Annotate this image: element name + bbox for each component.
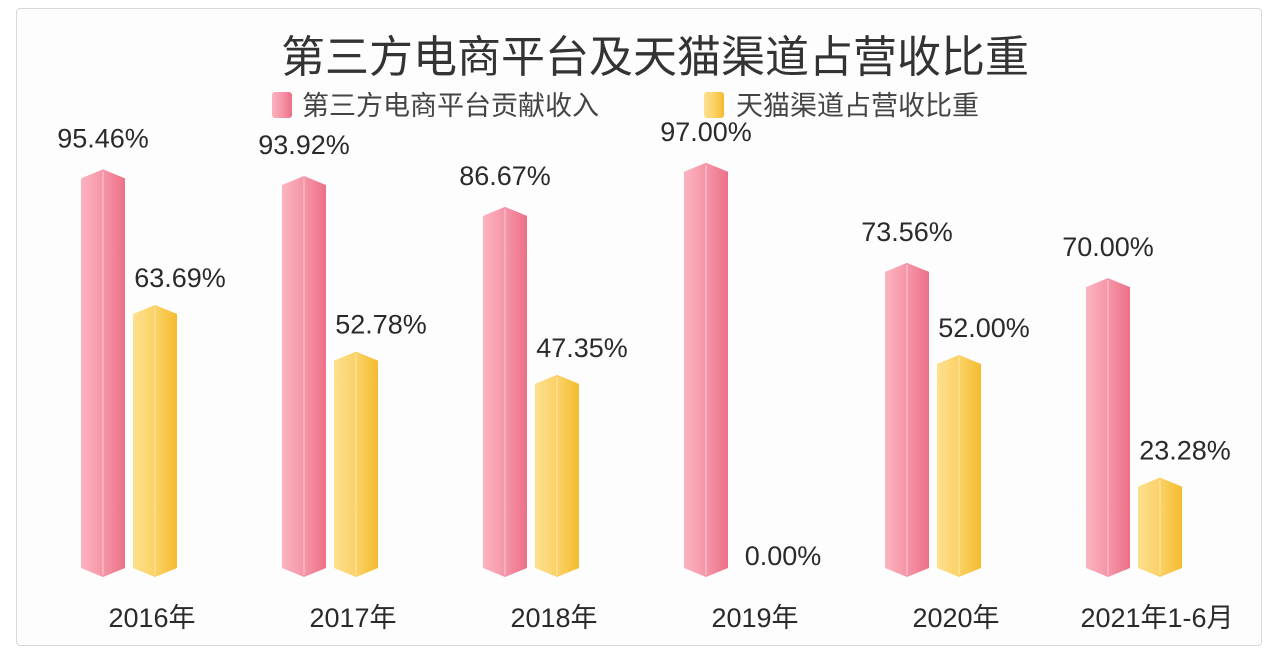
bar-tmall-4 bbox=[937, 354, 981, 577]
bar-platform-5 bbox=[1086, 278, 1130, 577]
category-label-3: 2019年 bbox=[711, 603, 798, 633]
data-label-platform-5: 70.00% bbox=[1062, 232, 1154, 262]
chart-title: 第三方电商平台及天猫渠道占营收比重 bbox=[281, 32, 1029, 83]
bar-tmall-0 bbox=[133, 305, 177, 577]
bar-platform-0 bbox=[81, 169, 125, 577]
bar-platform-4 bbox=[885, 262, 929, 577]
data-label-platform-0: 95.46% bbox=[57, 123, 149, 153]
bar-platform-2 bbox=[483, 206, 527, 577]
data-label-platform-3: 97.00% bbox=[660, 117, 752, 147]
bar-tmall-1 bbox=[334, 351, 378, 577]
data-label-platform-4: 73.56% bbox=[861, 217, 953, 247]
bars-group bbox=[81, 162, 1182, 577]
data-label-tmall-3: 0.00% bbox=[745, 541, 822, 571]
data-label-platform-2: 86.67% bbox=[459, 161, 551, 191]
category-label-2: 2018年 bbox=[510, 603, 597, 633]
legend-swatch-pink bbox=[272, 92, 292, 118]
chart-frame bbox=[16, 8, 1262, 646]
category-label-4: 2020年 bbox=[912, 603, 999, 633]
labels-group: 95.46% 63.69% 2016年 93.92% 52.78% 2017年 86.67%… bbox=[57, 117, 1233, 633]
legend-label-tmall: 天猫渠道占营收比重 bbox=[736, 91, 979, 122]
legend-swatch-yellow bbox=[704, 92, 724, 118]
data-label-platform-1: 93.92% bbox=[258, 130, 350, 160]
bar-platform-3 bbox=[684, 162, 728, 577]
bar-platform-1 bbox=[282, 175, 326, 577]
data-label-tmall-1: 52.78% bbox=[335, 310, 427, 340]
bar-tmall-2 bbox=[535, 374, 579, 577]
data-label-tmall-5: 23.28% bbox=[1139, 436, 1231, 466]
data-label-tmall-4: 52.00% bbox=[938, 313, 1030, 343]
legend-label-platform: 第三方电商平台贡献收入 bbox=[302, 91, 599, 122]
category-label-0: 2016年 bbox=[108, 603, 195, 633]
category-label-5: 2021年1-6月 bbox=[1080, 603, 1233, 633]
data-label-tmall-2: 47.35% bbox=[536, 333, 628, 363]
legend: 第三方电商平台贡献收入 天猫渠道占营收比重 bbox=[272, 91, 979, 122]
category-label-1: 2017年 bbox=[309, 603, 396, 633]
bar-tmall-5 bbox=[1138, 477, 1182, 577]
data-label-tmall-0: 63.69% bbox=[134, 263, 226, 293]
